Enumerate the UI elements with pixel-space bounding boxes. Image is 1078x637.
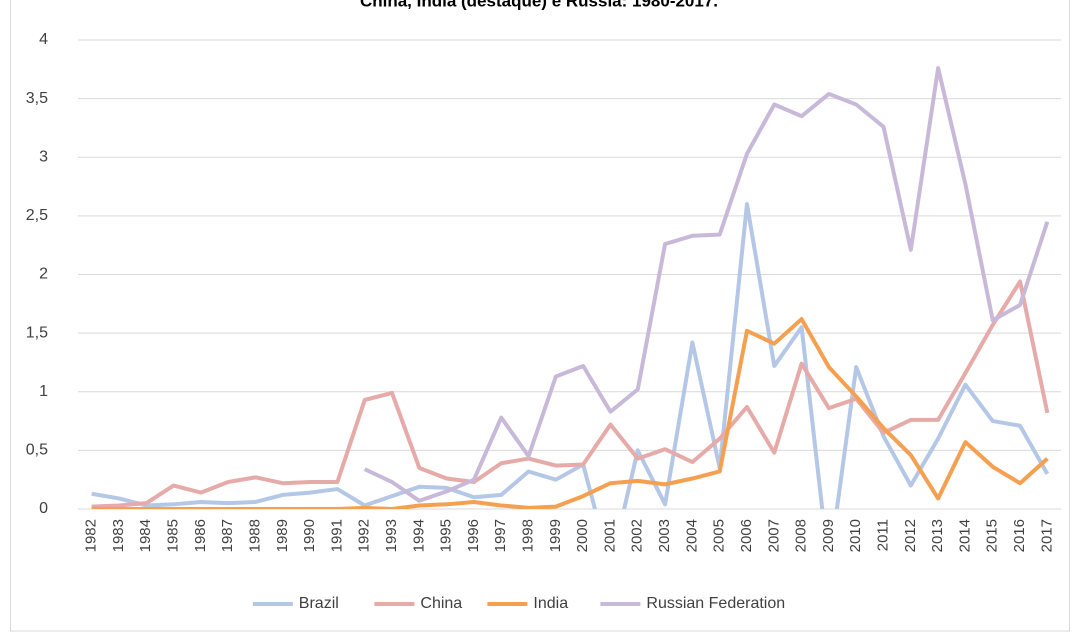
x-tick-label: 2000	[574, 519, 591, 552]
x-tick-label: 2002	[629, 519, 646, 552]
y-tick-label: 3	[39, 148, 48, 165]
x-tick-label: 1994	[410, 519, 427, 552]
legend-label: Russian Federation	[646, 595, 785, 612]
x-tick-label: 2003	[656, 519, 673, 552]
y-tick-label: 1,5	[26, 324, 48, 341]
x-tick-label: 2010	[847, 519, 864, 552]
series-line	[363, 66, 1050, 503]
x-tick-label: 1993	[383, 519, 400, 552]
x-tick-label: 1982	[83, 519, 100, 552]
x-tick-label: 2012	[902, 519, 919, 552]
x-tick-label: 1998	[520, 519, 537, 552]
y-tick-label: 1	[39, 383, 48, 400]
x-tick-label: 1989	[274, 519, 291, 552]
y-tick-label: 0,5	[26, 442, 48, 459]
x-tick-label: 1987	[219, 519, 236, 552]
x-tick-label: 2004	[683, 519, 700, 552]
y-tick-label: 3,5	[26, 90, 48, 107]
x-tick-label: 1995	[438, 519, 455, 552]
x-tick-label: 1997	[492, 519, 509, 552]
x-tick-label: 2009	[820, 519, 837, 552]
x-tick-label: 2013	[929, 519, 946, 552]
x-tick-label: 1988	[246, 519, 263, 552]
chart-border	[10, 0, 1070, 632]
series-line	[91, 317, 1049, 509]
x-tick-label: 2006	[738, 519, 755, 552]
x-tick-label: 1991	[328, 519, 345, 552]
x-tick-label: 1992	[356, 519, 373, 552]
x-tick-label: 2017	[1038, 519, 1055, 552]
y-tick-label: 4	[39, 31, 48, 48]
y-tick-label: 2,5	[26, 207, 48, 224]
x-tick-label: 1985	[165, 519, 182, 552]
legend-label: China	[420, 595, 462, 612]
chart-title: China, India (destaque) e Russia: 1980-2…	[360, 0, 718, 10]
x-tick-label: 2011	[874, 519, 891, 551]
x-tick-label: 1990	[301, 519, 318, 552]
x-tick-label: 2005	[711, 519, 728, 552]
x-tick-label: 2001	[601, 519, 618, 552]
x-tick-label: 1999	[547, 519, 564, 552]
x-tick-label: 2015	[984, 519, 1001, 552]
x-tick-label: 1984	[137, 519, 154, 552]
x-tick-label: 2008	[793, 519, 810, 552]
series-line	[91, 202, 1050, 509]
y-tick-label: 2	[39, 266, 48, 283]
plot-lines	[91, 66, 1050, 509]
legend-label: India	[533, 595, 568, 612]
x-tick-label: 2016	[1011, 519, 1028, 552]
legend-label: Brazil	[299, 595, 339, 612]
x-tick-label: 2014	[956, 519, 973, 552]
x-tick-label: 1983	[110, 519, 127, 552]
x-tick-label: 1996	[465, 519, 482, 552]
x-tick-label: 1986	[192, 519, 209, 552]
y-tick-label: 0	[39, 500, 48, 517]
x-tick-label: 2007	[765, 519, 782, 552]
